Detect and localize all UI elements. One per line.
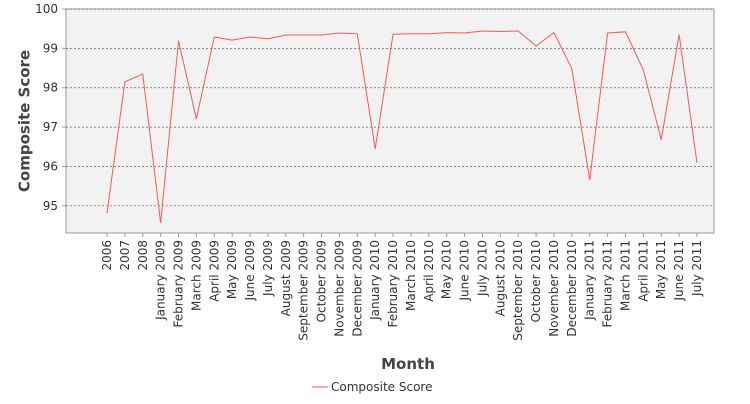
- x-tick-label: April 2009: [207, 240, 221, 302]
- y-tick-label: 95: [43, 199, 58, 213]
- x-tick-label: 2007: [118, 240, 132, 271]
- x-tick-label: August 2010: [493, 240, 507, 316]
- x-tick-label: April 2010: [422, 240, 436, 302]
- x-tick-label: December 2010: [565, 240, 579, 337]
- y-tick-label: 97: [43, 120, 58, 134]
- x-tick-label: January 2010: [368, 240, 382, 321]
- data-line: [106, 30, 698, 223]
- x-tick-label: March 2010: [404, 240, 418, 311]
- x-tick-label: July 2010: [475, 240, 489, 297]
- x-tick-label: February 2009: [172, 240, 186, 328]
- x-axis-title: Month: [381, 355, 435, 373]
- x-tick-label: May 2009: [225, 240, 239, 299]
- x-tick-label: October 2009: [315, 240, 329, 322]
- x-tick-label: 2006: [100, 240, 114, 271]
- x-tick-label: February 2010: [386, 240, 400, 328]
- x-tick-label: January 2011: [583, 240, 597, 321]
- legend-label: Composite Score: [331, 380, 432, 394]
- x-tick-label: September 2010: [511, 240, 525, 341]
- x-tick-label: June 2011: [672, 240, 686, 302]
- x-tick-label: November 2009: [332, 240, 346, 337]
- x-tick-label: February 2011: [601, 240, 615, 328]
- y-tick-label: 99: [43, 41, 58, 55]
- x-tick-label: July 2009: [261, 240, 275, 297]
- y-axis-title: Composite Score: [16, 50, 34, 192]
- x-tick-label: August 2009: [279, 240, 293, 316]
- x-tick-label: 2008: [136, 240, 150, 271]
- y-tick-label: 100: [35, 2, 58, 16]
- x-tick-label: November 2010: [547, 240, 561, 337]
- x-tick-label: January 2009: [154, 240, 168, 321]
- x-tick-label: April 2011: [636, 240, 650, 302]
- x-tick-label: December 2009: [350, 240, 364, 337]
- x-tick-label: June 2009: [243, 240, 257, 302]
- x-tick-label: March 2011: [618, 240, 632, 311]
- x-tick-label: September 2009: [297, 240, 311, 341]
- x-tick-label: May 2011: [654, 240, 668, 299]
- x-tick-label: July 2011: [690, 240, 704, 297]
- x-tick-label: October 2010: [529, 240, 543, 322]
- x-tick-label: May 2010: [440, 240, 454, 299]
- y-tick-label: 96: [43, 159, 58, 173]
- x-tick-label: March 2009: [189, 240, 203, 311]
- x-tick-label: June 2010: [458, 240, 472, 302]
- y-tick-label: 98: [43, 81, 58, 95]
